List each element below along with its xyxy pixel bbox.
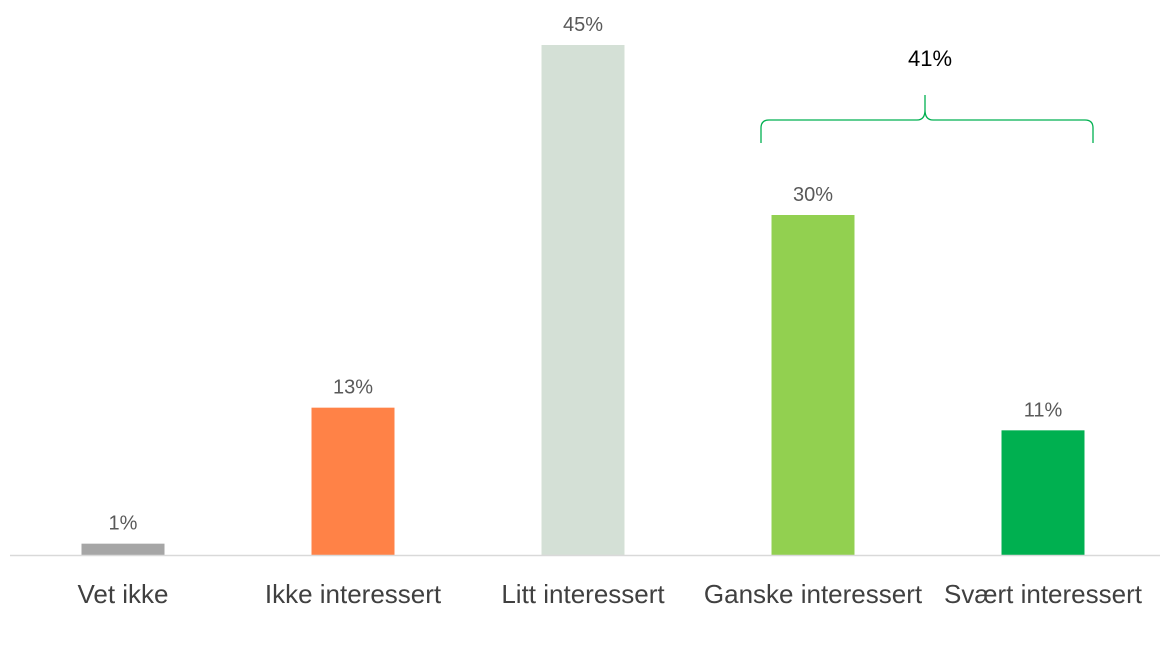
value-label: 30% bbox=[793, 184, 833, 206]
bar bbox=[541, 45, 625, 555]
x-tick-label: Litt interessert bbox=[501, 579, 665, 609]
bar bbox=[311, 407, 395, 555]
x-tick-label: Vet ikke bbox=[77, 579, 169, 609]
bar bbox=[1001, 430, 1085, 555]
value-label: 13% bbox=[333, 377, 373, 399]
annotation: 41% bbox=[908, 46, 952, 71]
value-label: 1% bbox=[109, 513, 138, 535]
bracket bbox=[760, 95, 1094, 143]
bar bbox=[771, 215, 855, 555]
x-tick-label: Svært interessert bbox=[944, 579, 1142, 609]
x-tick-label: Ganske interessert bbox=[703, 579, 923, 609]
value-label: 45% bbox=[563, 14, 603, 36]
bar bbox=[81, 543, 165, 555]
x-tick-label: Ikke interessert bbox=[264, 579, 442, 609]
value-label: 11% bbox=[1024, 399, 1063, 421]
